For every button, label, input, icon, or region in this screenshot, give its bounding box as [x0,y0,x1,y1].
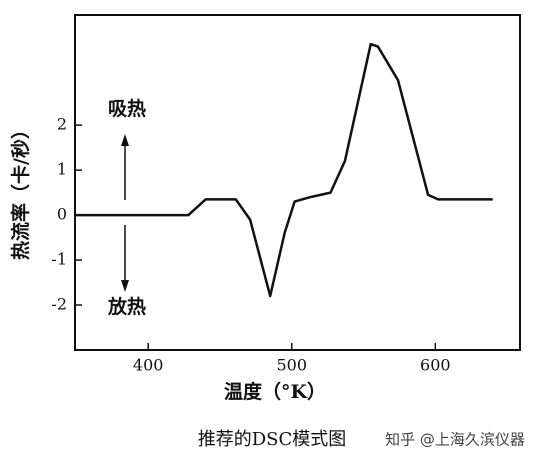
x-tick-label: 400 [133,356,164,375]
data-line [75,42,493,298]
caption: 推荐的DSC模式图 [198,429,347,450]
plot-frame [74,14,521,351]
arrow-head [121,280,129,292]
annotation: 吸热 [108,97,146,120]
x-axis-label: 温度（°K） [224,380,326,403]
x-tick-label: 500 [276,356,307,375]
y-tick-label: 0 [57,205,67,224]
y-tick-label: -2 [51,295,67,314]
watermark: 知乎 @上海久滨仪器 [385,431,525,449]
arrow-head [121,134,129,146]
annotation: 放热 [107,295,146,318]
y-tick-label: 2 [57,115,67,134]
x-tick-label: 600 [420,356,451,375]
y-axis-label: 热流率（卡/秒） [9,120,32,260]
y-tick-label: -1 [51,250,67,269]
y-tick-label: 1 [57,160,67,179]
